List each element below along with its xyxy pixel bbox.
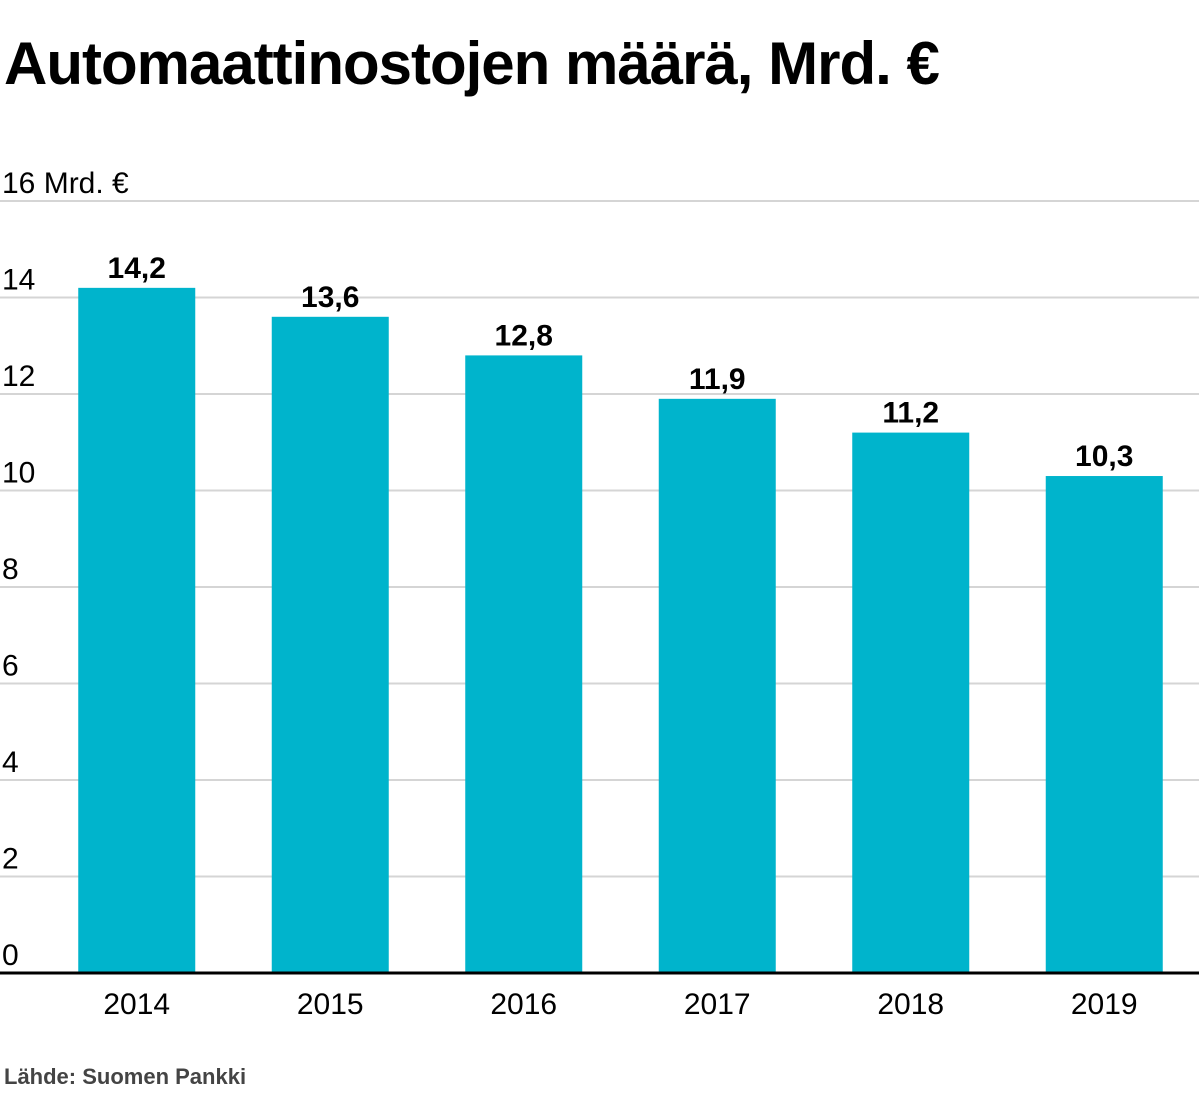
x-tick-label: 2017 [684,988,751,1021]
bar-2017 [658,398,776,973]
y-tick-label: 0 [2,939,19,972]
value-label: 11,2 [882,397,939,430]
x-tick-label: 2015 [297,988,364,1021]
y-tick-label: 10 [2,457,35,490]
value-label: 14,2 [108,252,166,285]
y-tick-label: 12 [2,360,35,393]
y-tick-label: 16 Mrd. € [2,167,129,200]
value-label: 12,8 [495,319,553,352]
y-tick-label: 8 [2,553,19,586]
x-tick-label: 2016 [490,988,557,1021]
y-tick-label: 14 [2,264,35,297]
value-label: 13,6 [301,281,359,314]
value-label: 11,9 [689,363,746,396]
x-axis-tick-labels: 2014 2015 2016 2017 2018 2019 [103,988,1137,1021]
bars [78,287,1163,974]
gridlines [0,200,1199,878]
bar-2019 [1045,476,1163,973]
y-axis-tick-labels: 0 2 4 6 8 10 12 14 16 Mrd. € [2,167,129,972]
y-tick-label: 2 [2,843,19,876]
x-tick-label: 2014 [103,988,170,1021]
value-labels: 14,2 13,6 12,8 11,9 11,2 10,3 [108,252,1134,473]
x-tick-label: 2019 [1071,988,1138,1021]
y-tick-label: 6 [2,650,19,683]
source-note: Lähde: Suomen Pankki [4,1064,247,1089]
bar-2014 [78,287,196,974]
bar-2018 [852,432,970,974]
y-tick-label: 4 [2,746,19,779]
bar-2016 [465,355,583,973]
value-label: 10,3 [1075,440,1133,473]
bar-2015 [271,316,389,973]
x-tick-label: 2018 [877,988,944,1021]
chart-title: Automaattinostojen määrä, Mrd. € [4,30,940,97]
